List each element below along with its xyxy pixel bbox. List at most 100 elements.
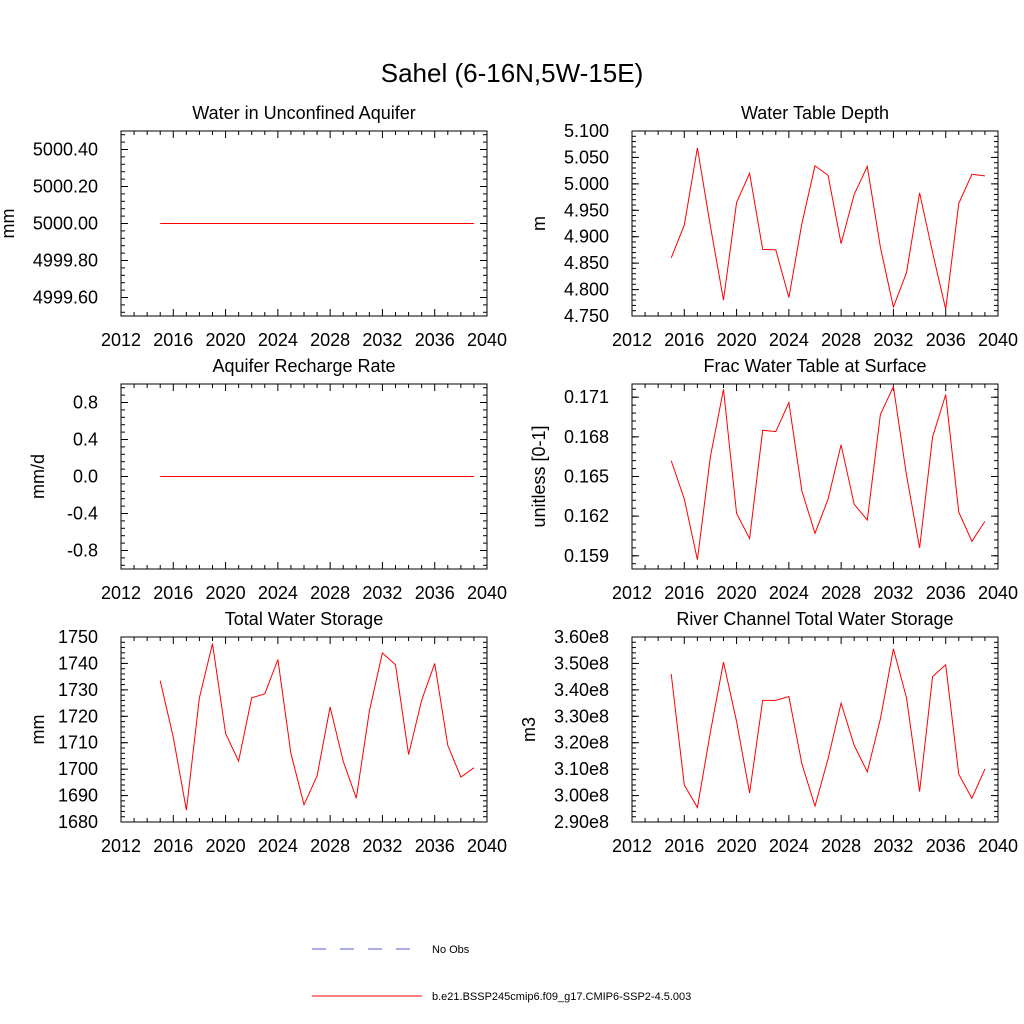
x-tick-label: 2032	[362, 330, 402, 350]
panel-title: River Channel Total Water Storage	[676, 609, 953, 629]
y-tick-label: 4999.60	[33, 288, 98, 308]
y-tick-label: 0.8	[73, 393, 98, 413]
x-tick-label: 2020	[206, 583, 246, 603]
y-tick-label: 2.90e8	[554, 812, 609, 832]
x-tick-label: 2020	[206, 330, 246, 350]
x-tick-label: 2020	[717, 836, 757, 856]
legend-model-label: b.e21.BSSP245cmip6.f09_g17.CMIP6-SSP2-4.…	[432, 991, 691, 1003]
x-tick-label: 2032	[873, 330, 913, 350]
x-tick-label: 2040	[467, 583, 507, 603]
x-tick-label: 2028	[821, 836, 861, 856]
x-tick-label: 2012	[101, 330, 141, 350]
y-tick-label: 0.171	[564, 387, 609, 407]
panel-title: Total Water Storage	[225, 609, 383, 629]
x-tick-label: 2024	[258, 583, 298, 603]
y-tick-label: 3.50e8	[554, 653, 609, 673]
panel-title: Water Table Depth	[741, 103, 889, 123]
series-line-1	[670, 648, 986, 809]
y-tick-label: 0.165	[564, 467, 609, 487]
x-tick-label: 2036	[926, 836, 966, 856]
panel-title: Water in Unconfined Aquifer	[192, 103, 415, 123]
legend: No Obs b.e21.BSSP245cmip6.f09_g17.CMIP6-…	[312, 944, 691, 1003]
y-tick-label: 4.900	[564, 227, 609, 247]
y-axis-label: mm	[0, 209, 18, 239]
y-tick-label: 4.850	[564, 253, 609, 273]
y-tick-label: 3.20e8	[554, 733, 609, 753]
y-tick-label: 0.168	[564, 427, 609, 447]
x-tick-label: 2036	[926, 583, 966, 603]
x-tick-label: 2016	[664, 330, 704, 350]
y-tick-label: 3.60e8	[554, 627, 609, 647]
y-tick-label: 1750	[58, 627, 98, 647]
series-line-1	[159, 643, 475, 811]
y-tick-label: 0.162	[564, 506, 609, 526]
x-tick-label: 2032	[873, 583, 913, 603]
x-tick-label: 2016	[664, 836, 704, 856]
y-tick-label: 0.159	[564, 546, 609, 566]
panel-1: Water in Unconfined Aquifer 2012 2016 2020 2…	[0, 103, 507, 350]
y-tick-label: 5000.20	[33, 177, 98, 197]
plot-frame	[120, 636, 488, 823]
x-tick-label: 2024	[258, 836, 298, 856]
x-tick-label: 2020	[206, 836, 246, 856]
plot-frame	[631, 383, 999, 570]
x-tick-label: 2024	[769, 836, 809, 856]
panel-3: Aquifer Recharge Rate 2012 2016 2020 2024 202…	[28, 356, 507, 603]
x-tick-label: 2024	[258, 330, 298, 350]
y-tick-label: -0.4	[67, 504, 98, 524]
y-tick-label: 3.00e8	[554, 786, 609, 806]
x-tick-label: 2036	[926, 330, 966, 350]
x-tick-label: 2024	[769, 583, 809, 603]
x-tick-label: 2028	[310, 836, 350, 856]
x-tick-label: 2020	[717, 583, 757, 603]
y-axis-label: m	[529, 216, 549, 231]
x-tick-label: 2012	[612, 330, 652, 350]
y-tick-label: 1720	[58, 706, 98, 726]
y-axis-label: unitless [0-1]	[529, 425, 549, 527]
series-line-1	[670, 384, 986, 560]
panel-5: Total Water Storage 2012 2016 2020 2024 2028 2…	[28, 609, 507, 856]
x-tick-label: 2032	[362, 583, 402, 603]
panels: Water in Unconfined Aquifer 2012 2016 2020 2…	[0, 103, 1018, 856]
legend-no-obs-label: No Obs	[432, 944, 470, 956]
x-tick-label: 2040	[467, 836, 507, 856]
y-axis-label: m3	[519, 717, 539, 742]
series-line-1	[670, 147, 985, 310]
plot-frame	[631, 636, 999, 823]
y-axis-label: mm	[28, 715, 48, 745]
y-tick-label: 0.0	[73, 467, 98, 487]
x-tick-label: 2012	[101, 836, 141, 856]
x-tick-label: 2028	[310, 583, 350, 603]
y-tick-label: 1680	[58, 812, 98, 832]
x-tick-label: 2016	[153, 836, 193, 856]
panel-2: Water Table Depth 2012 2016 2020 2024 2028 203…	[529, 103, 1018, 350]
x-tick-label: 2032	[362, 836, 402, 856]
x-tick-label: 2020	[717, 330, 757, 350]
x-tick-label: 2016	[664, 583, 704, 603]
y-axis-label: mm/d	[28, 454, 48, 499]
y-tick-label: 5.000	[564, 174, 609, 194]
panel-title: Frac Water Table at Surface	[703, 356, 926, 376]
x-tick-label: 2036	[415, 330, 455, 350]
panel-title: Aquifer Recharge Rate	[212, 356, 395, 376]
x-tick-label: 2016	[153, 330, 193, 350]
y-tick-label: 4.750	[564, 306, 609, 326]
y-tick-label: 1710	[58, 733, 98, 753]
x-tick-label: 2040	[978, 836, 1018, 856]
y-tick-label: 3.10e8	[554, 759, 609, 779]
y-tick-label: 0.4	[73, 430, 98, 450]
x-tick-label: 2028	[821, 583, 861, 603]
panel-6: River Channel Total Water Storage 2012 201…	[519, 609, 1018, 856]
y-tick-label: 4.950	[564, 200, 609, 220]
panel-4: Frac Water Table at Surface 2012 2016 2020 2…	[529, 356, 1018, 603]
x-tick-label: 2024	[769, 330, 809, 350]
y-tick-label: 1730	[58, 680, 98, 700]
x-tick-label: 2040	[978, 583, 1018, 603]
x-tick-label: 2012	[612, 836, 652, 856]
y-tick-label: -0.8	[67, 541, 98, 561]
x-tick-label: 2032	[873, 836, 913, 856]
x-tick-label: 2040	[467, 330, 507, 350]
y-tick-label: 1740	[58, 653, 98, 673]
y-tick-label: 5000.40	[33, 140, 98, 160]
